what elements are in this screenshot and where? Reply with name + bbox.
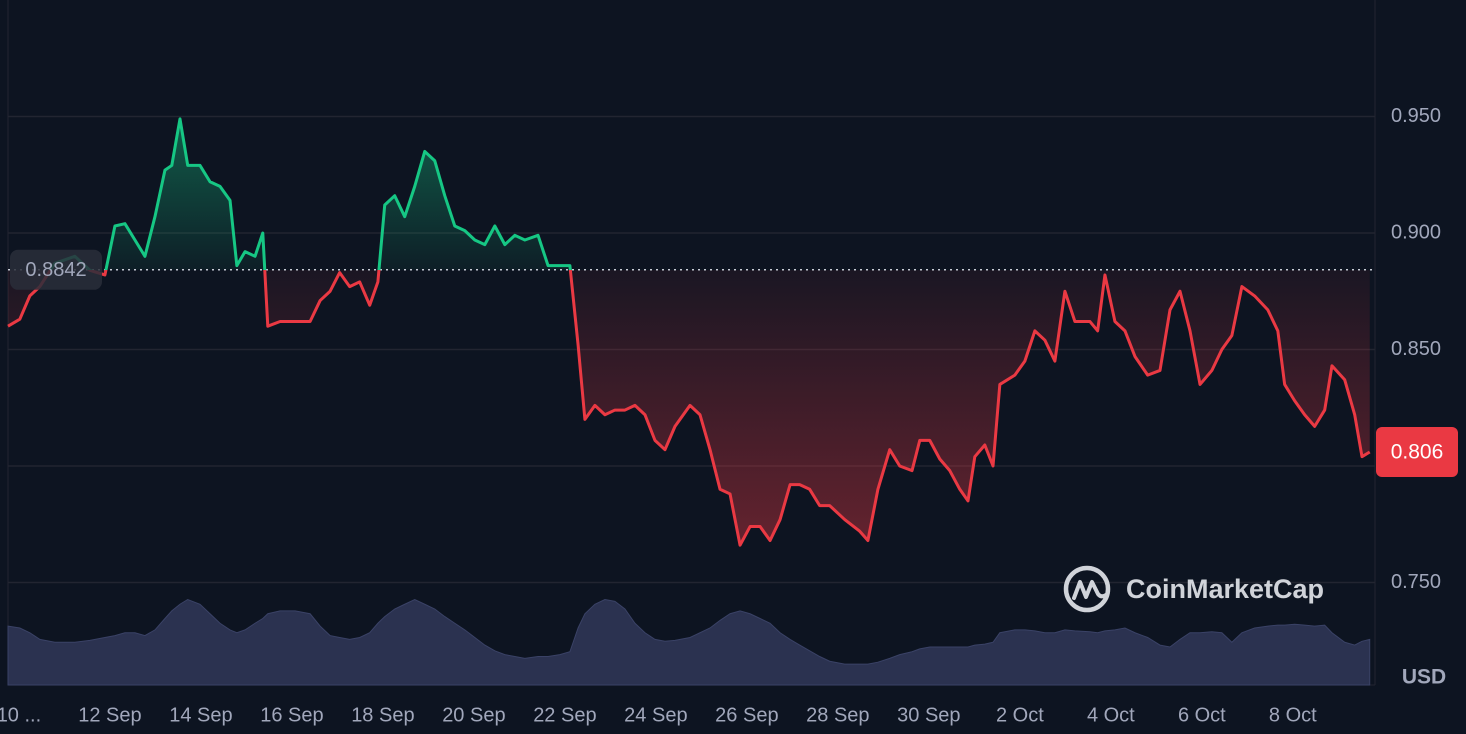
volume-area xyxy=(7,598,1371,686)
price xyxy=(7,117,1375,547)
x-tick-label: 16 Sep xyxy=(260,704,323,726)
x-tick-label: 22 Sep xyxy=(533,704,596,726)
y-tick-label: 0.900 xyxy=(1391,221,1441,243)
currency-label: USD xyxy=(1402,666,1446,689)
y-tick-label: 0.850 xyxy=(1391,338,1441,360)
y-tick-label: 0.950 xyxy=(1391,105,1441,127)
y-tick-label: 0.750 xyxy=(1391,571,1441,593)
x-tick-label: 12 Sep xyxy=(78,704,141,726)
x-tick-label: 20 Sep xyxy=(442,704,505,726)
x-tick-label: 18 Sep xyxy=(351,704,414,726)
x-tick-label: 2 Oct xyxy=(996,704,1044,726)
logo-ring xyxy=(1063,565,1111,613)
x-tick-label: 26 Sep xyxy=(715,704,778,726)
current-price-label: 0.806 xyxy=(1391,441,1444,464)
logo-mark xyxy=(1072,580,1108,600)
price-line xyxy=(7,117,1371,547)
baseline-label-box xyxy=(10,249,102,290)
x-tick-label: 30 Sep xyxy=(897,704,960,726)
current-price-box xyxy=(1376,427,1458,478)
x-tick-label: 24 Sep xyxy=(624,704,687,726)
watermark: CoinMarketCap xyxy=(1063,565,1324,613)
x-tick-label: 6 Oct xyxy=(1178,704,1226,726)
price-area xyxy=(8,118,1370,546)
x-tick-label: 8 Oct xyxy=(1269,704,1317,726)
x-tick-label: 28 Sep xyxy=(806,704,869,726)
volume xyxy=(7,598,1371,686)
x-tick-label: 14 Sep xyxy=(169,704,232,726)
x-tick-label: 10 ... xyxy=(0,704,41,726)
watermark-text: CoinMarketCap xyxy=(1126,574,1324,604)
x-tick-label: 4 Oct xyxy=(1087,704,1135,726)
baseline-label: 0.8842 xyxy=(25,259,86,281)
